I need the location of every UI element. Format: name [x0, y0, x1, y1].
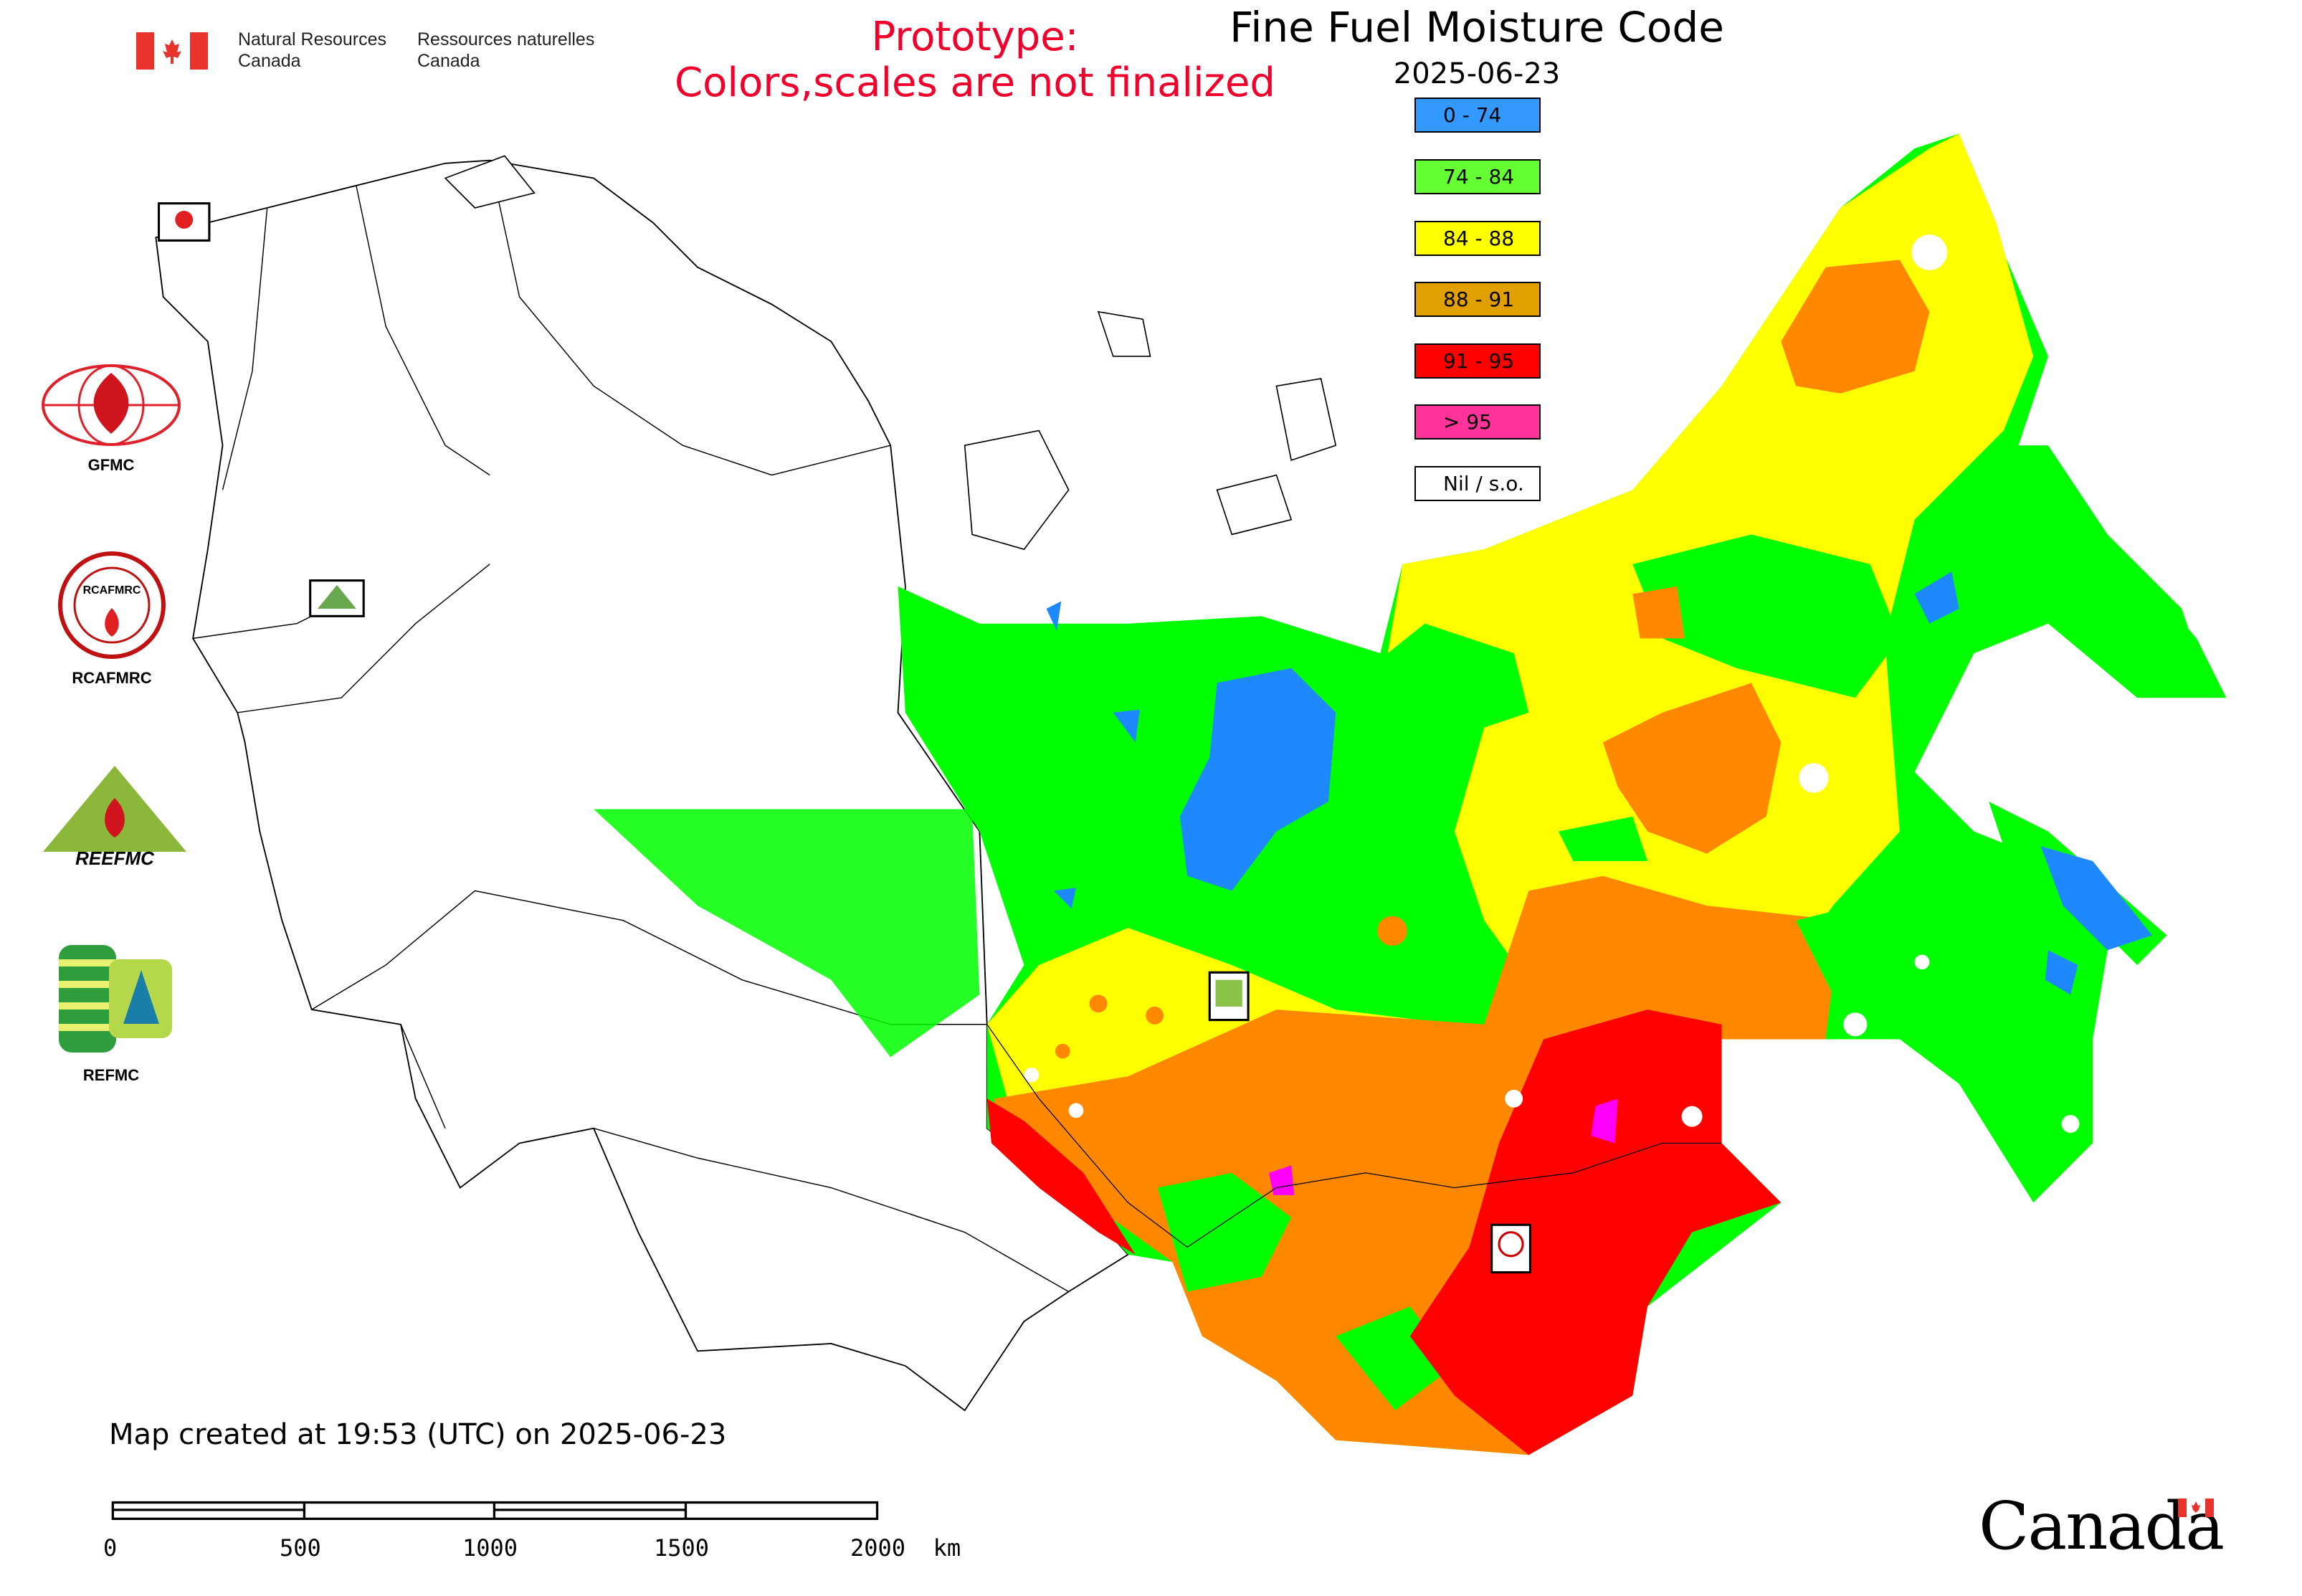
- scale-bar: [111, 1501, 879, 1520]
- prototype-notice: Prototype: Colors,scales are not finaliz…: [645, 14, 1305, 106]
- legend-item-84-88: 84 - 88: [1414, 221, 1541, 256]
- map-created-timestamp: Map created at 19:53 (UTC) on 2025-06-23: [109, 1418, 727, 1451]
- scale-label-0: 0: [103, 1534, 118, 1562]
- legend-item-88-91: 88 - 91: [1414, 282, 1541, 317]
- region-red-southwest: [986, 1098, 1136, 1255]
- agency-fr-line2: Canada: [417, 51, 480, 71]
- gfmc-logo: [39, 362, 183, 451]
- agency-en-line2: Canada: [238, 51, 301, 71]
- legend-item-74-84: 74 - 84: [1414, 159, 1541, 194]
- scale-label-1000: 1000: [462, 1534, 518, 1562]
- rcafmrc-label: RCAFMRC: [72, 669, 152, 687]
- gfmc-label: GFMC: [87, 456, 135, 474]
- region-blue-patches: [1046, 571, 2152, 995]
- agency-name-fr: Ressources naturelles Canada: [417, 29, 594, 72]
- legend-label: 91 - 95: [1443, 349, 1515, 373]
- arctic-islands: [444, 155, 1337, 551]
- scale-label-500: 500: [280, 1534, 321, 1562]
- no-data-spots: [1024, 234, 2080, 1133]
- agency-en-line1: Natural Resources: [238, 29, 387, 49]
- svg-text:REEFMC: REEFMC: [75, 847, 155, 866]
- legend-label: 74 - 84: [1443, 165, 1515, 189]
- region-orange-northeast: [1602, 260, 1930, 854]
- legend-item-gt-95: > 95: [1414, 404, 1541, 440]
- canada-wordmark-flag-icon: [2178, 1498, 2214, 1520]
- agency-name-en: Natural Resources Canada: [238, 29, 386, 72]
- agency-fr-line1: Ressources naturelles: [417, 29, 595, 49]
- prototype-line2: Colors,scales are not finalized: [675, 60, 1275, 106]
- svg-text:RCAFMRC: RCAFMRC: [83, 584, 141, 597]
- coastline-inner: [986, 1024, 1722, 1248]
- refmc-logo: [59, 945, 173, 1055]
- legend-label: 0 - 74: [1443, 103, 1502, 127]
- refmc-label: REFMC: [82, 1066, 140, 1084]
- rcafmrc-logo: RCAFMRC: [57, 551, 166, 662]
- reefmc-logo: REEFMC: [39, 766, 190, 869]
- region-green-kamchatka: [1989, 445, 2212, 965]
- legend-item-nil: Nil / s.o.: [1414, 466, 1541, 501]
- prototype-line1: Prototype:: [871, 14, 1079, 60]
- scale-label-1500: 1500: [654, 1534, 710, 1562]
- legend-label: 88 - 91: [1443, 288, 1515, 311]
- map-title: Fine Fuel Moisture Code: [1230, 3, 1724, 52]
- legend-label: 84 - 88: [1443, 227, 1515, 250]
- orange-spots: [1055, 916, 1407, 1059]
- no-data-land-outline: [155, 159, 1129, 1412]
- legend-item-91-95: 91 - 95: [1414, 343, 1541, 379]
- region-green-interior: [1558, 534, 1900, 862]
- map-date: 2025-06-23: [1393, 57, 1561, 90]
- region-green-streaks: [594, 809, 980, 1058]
- nrcan-flag-icon: [136, 32, 208, 72]
- border-lines: [193, 160, 1069, 1293]
- legend-item-0-74: 0 - 74: [1414, 98, 1541, 133]
- legend-label: > 95: [1443, 410, 1492, 434]
- scale-label-2000-km: 2000 km: [850, 1534, 961, 1562]
- legend-label: Nil / s.o.: [1443, 472, 1524, 495]
